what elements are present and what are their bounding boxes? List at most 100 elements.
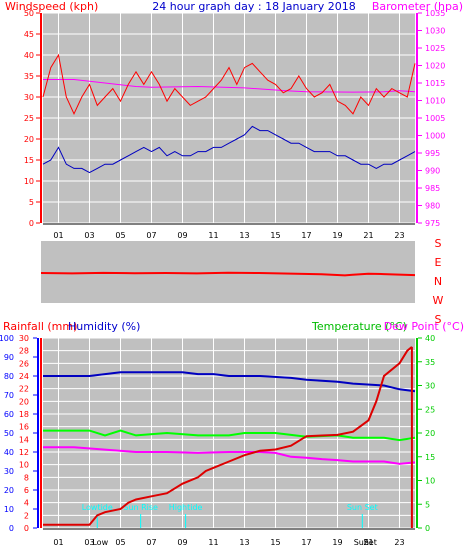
barometer-tick-label: 1025 [425, 44, 445, 53]
direction-tick-label: E [435, 256, 442, 269]
temperature-tick-label: 20 [425, 429, 435, 438]
windspeed-tick-label: 35 [24, 72, 34, 81]
rainfall-tick-label: 2 [24, 511, 29, 520]
sunset-axis-label: Set [364, 538, 377, 547]
temperature-tick-label: 0 [425, 524, 430, 533]
wind-x-tick-label: 09 [177, 231, 187, 240]
humidity-tick-label: 50 [4, 429, 14, 438]
th-x-tick-label: 13 [239, 538, 249, 547]
event-marker-label: Sun Set [347, 503, 378, 512]
rainfall-tick-label: 16 [19, 423, 29, 432]
th-series-group: Lowtide Sun Rise Hightide Sun Set [43, 346, 416, 528]
direction-tick-label: S [435, 237, 442, 250]
event-marker-label: Sun Rise [123, 503, 158, 512]
temperature-tick-label: 10 [425, 477, 435, 486]
event-marker-label: Lowtide [82, 503, 113, 512]
rainfall-tick-label: 12 [19, 448, 29, 457]
temperature-tick-label: 30 [425, 382, 435, 391]
temperature-tick-label: 35 [425, 358, 435, 367]
humidity-tick-label: 40 [4, 448, 14, 457]
humidity-tick-label: 100 [0, 334, 14, 343]
rainfall-tick-label: 24 [19, 372, 29, 381]
humidity-tick-label: 0 [9, 524, 14, 533]
humidity-axis-title: Humidity (%) [68, 320, 140, 333]
barometer-axis-title: Barometer (hpa) [372, 0, 463, 13]
temperature-axis-title: Temperature (°C) [311, 320, 407, 333]
humidity-tick-label: 30 [4, 467, 14, 476]
humidity-tick-label: 20 [4, 486, 14, 495]
wind-x-tick-label: 05 [115, 231, 125, 240]
barometer-tick-label: 1020 [425, 62, 445, 71]
temperature-line [43, 429, 416, 442]
sunset-axis-label: Sun [354, 538, 369, 547]
event-marker-label: Hightide [169, 503, 203, 512]
wind-x-tick-label: 21 [363, 231, 373, 240]
windspeed-tick-label: 50 [24, 9, 34, 18]
rainfall-tick-label: 4 [24, 499, 29, 508]
rain-humidity-temperature-chart: Lowtide Sun Rise Hightide Sun Set 010203040… [0, 334, 435, 547]
temperature-tick-label: 15 [425, 453, 435, 462]
barometer-line [43, 79, 416, 93]
temperature-tick-label: 25 [425, 405, 435, 414]
windspeed-tick-label: 0 [29, 219, 34, 228]
direction-tick-label: S [435, 313, 442, 326]
humidity-tick-label: 60 [4, 410, 14, 419]
windspeed-tick-label: 40 [24, 51, 34, 60]
th-x-tick-label: 05 [115, 538, 125, 547]
rainfall-tick-label: 0 [24, 524, 29, 533]
wind-x-tick-label: 01 [53, 231, 63, 240]
direction-tick-label: N [434, 275, 442, 288]
windspeed-tick-label: 25 [24, 114, 34, 123]
dewpoint-axis-title: Dew Point (°C) [384, 320, 464, 333]
barometer-tick-label: 1005 [425, 114, 445, 123]
humidity-tick-label: 70 [4, 391, 14, 400]
barometer-tick-label: 980 [425, 202, 440, 211]
rainfall-tick-label: 26 [19, 359, 29, 368]
chart-title: 24 hour graph day : 18 January 2018 [152, 0, 356, 13]
wind-x-tick-label: 11 [208, 231, 218, 240]
wind-x-tick-label: 07 [146, 231, 156, 240]
th-x-tick-label: 07 [146, 538, 156, 547]
avg-wind-line [42, 125, 416, 174]
wind-series-group [42, 53, 416, 174]
wind-grid [43, 12, 415, 224]
barometer-tick-label: 1035 [425, 9, 445, 18]
th-x-tick-label: 11 [208, 538, 218, 547]
th-plot-area [43, 338, 415, 528]
wind-x-tick-label: 15 [270, 231, 280, 240]
rainfall-line [43, 346, 413, 526]
direction-tick-label: W [433, 294, 444, 307]
barometer-tick-label: 990 [425, 167, 440, 176]
th-x-tick-label: 15 [270, 538, 280, 547]
temperature-tick-label: 5 [425, 500, 430, 509]
rainfall-tick-label: 20 [19, 397, 29, 406]
barometer-tick-label: 1010 [425, 97, 445, 106]
th-x-tick-label: 17 [301, 538, 311, 547]
wind-x-tick-label: 13 [239, 231, 249, 240]
th-grid [43, 337, 415, 529]
rainfall-tick-label: 18 [19, 410, 29, 419]
th-x-tick-label: 03 [84, 538, 94, 547]
rainfall-tick-label: 28 [19, 347, 29, 356]
barometer-tick-label: 1015 [425, 79, 445, 88]
rainfall-tick-label: 6 [24, 486, 29, 495]
windspeed-tick-label: 45 [24, 30, 34, 39]
wind-x-tick-label: 23 [394, 231, 404, 240]
barometer-tick-label: 1000 [425, 132, 445, 141]
windspeed-tick-label: 5 [29, 198, 34, 207]
th-x-tick-label: 09 [177, 538, 187, 547]
wind-axes: 0510152025303540455097598098599099510001… [24, 9, 446, 240]
th-x-tick-label: 23 [394, 538, 404, 547]
humidity-tick-label: 10 [4, 505, 14, 514]
windspeed-tick-label: 10 [24, 177, 34, 186]
windspeed-tick-label: 20 [24, 135, 34, 144]
windspeed-barometer-chart: 0510152025303540455097598098599099510001… [24, 9, 446, 240]
wind-x-tick-label: 03 [84, 231, 94, 240]
humidity-line [43, 371, 416, 393]
wind-x-tick-label: 19 [332, 231, 342, 240]
wind-x-tick-label: 17 [301, 231, 311, 240]
barometer-tick-label: 975 [425, 219, 440, 228]
th-axes: 0102030405060708090100024681012141618202… [0, 334, 435, 547]
rainfall-axis-title: Rainfall (mm) [3, 320, 77, 333]
